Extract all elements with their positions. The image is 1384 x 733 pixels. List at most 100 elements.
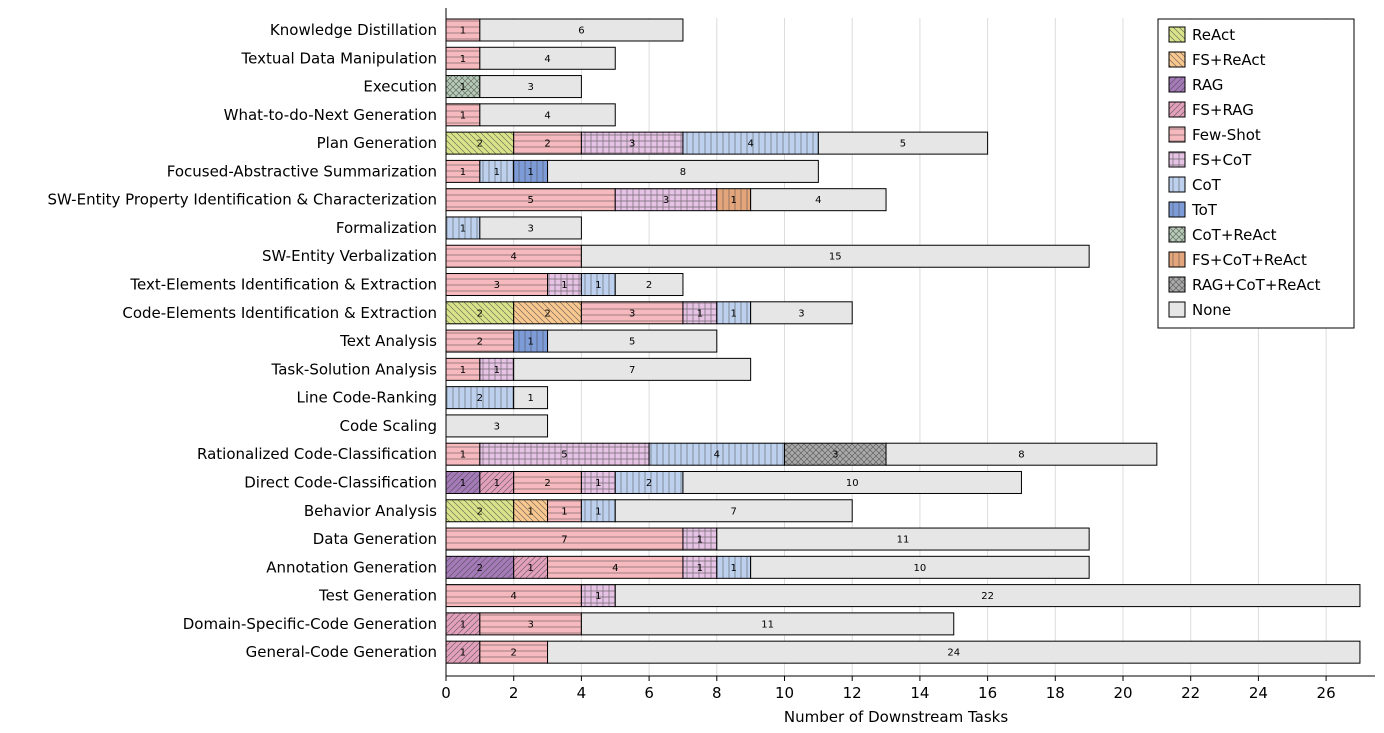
category-label-annotation-generation: Annotation Generation [266, 558, 437, 576]
data-label: 1 [494, 478, 500, 489]
data-label: 2 [646, 478, 652, 489]
legend-label-fs-cot: FS+CoT [1192, 151, 1252, 169]
x-tick-label: 6 [644, 684, 654, 702]
data-label: 2 [477, 506, 483, 517]
legend-label-rag-cot-react: RAG+CoT+ReAct [1192, 276, 1321, 294]
legend-swatch-fs-rag [1168, 101, 1186, 118]
data-label: 11 [761, 619, 774, 630]
bar-text-elements-identification-extraction-none [614, 273, 684, 297]
data-label: 2 [477, 563, 483, 574]
data-label: 1 [460, 167, 466, 178]
bar-code-elements-identification-extraction-none [750, 301, 853, 325]
bar-annotation-generation-none [750, 555, 1090, 579]
data-label: 2 [544, 478, 550, 489]
data-label: 1 [494, 365, 500, 376]
bar-line-code-ranking-none [513, 386, 549, 410]
data-label: 1 [731, 563, 737, 574]
category-label-domain-specific-code-generation: Domain-Specific-Code Generation [183, 615, 437, 633]
bar-text-analysis-none [547, 329, 718, 353]
x-tick-label: 12 [843, 684, 862, 702]
legend-label-few-shot: Few-Shot [1192, 126, 1261, 144]
data-label: 1 [595, 506, 601, 517]
data-label: 6 [578, 26, 584, 37]
data-label: 5 [629, 337, 635, 348]
x-tick-label: 24 [1249, 684, 1268, 702]
legend-swatch-rag-cot-react [1168, 276, 1186, 293]
x-tick-label: 2 [509, 684, 519, 702]
data-label: 22 [981, 591, 994, 602]
data-label: 11 [897, 535, 910, 546]
data-label: 1 [494, 167, 500, 178]
category-label-text-analysis: Text Analysis [339, 332, 437, 350]
data-label: 1 [460, 82, 466, 93]
legend-label-react: ReAct [1192, 26, 1235, 44]
bar-focused-abstractive-summarization-none [547, 159, 819, 183]
x-tick-label: 10 [775, 684, 794, 702]
data-label: 4 [714, 450, 720, 461]
bar-task-solution-analysis-none [513, 357, 752, 381]
category-labels: Knowledge Distillation Textual Data Manip… [47, 21, 437, 661]
data-label: 4 [511, 591, 517, 602]
data-label: 1 [527, 506, 533, 517]
data-label: 1 [460, 365, 466, 376]
bar-textual-data-manipulation-none [479, 46, 616, 70]
bar-test-generation-none [614, 584, 1361, 608]
x-tick-label: 14 [910, 684, 929, 702]
category-label-what-to-do-next-generation: What-to-do-Next Generation [224, 106, 437, 124]
x-tick-label: 16 [978, 684, 997, 702]
bar-rationalized-code-classification-none [885, 442, 1158, 466]
data-label: 4 [511, 252, 517, 263]
axes: 0 2 4 6 8 10 12 14 16 18 20 22 24 26 [441, 8, 1375, 702]
data-label: 1 [595, 591, 601, 602]
data-label: 5 [527, 195, 533, 206]
x-axis-label: Number of Downstream Tasks [784, 708, 1008, 726]
legend-label-fs-react: FS+ReAct [1192, 51, 1266, 69]
data-label: 1 [460, 648, 466, 659]
legend-label-none: None [1192, 301, 1231, 319]
legend-label-tot: ToT [1191, 201, 1218, 219]
legend-swatch-none [1168, 301, 1186, 318]
data-label: 10 [846, 478, 859, 489]
bar-general-code-generation-none [547, 640, 1361, 664]
category-label-knowledge-distillation: Knowledge Distillation [270, 21, 437, 39]
x-tick-label: 18 [1046, 684, 1065, 702]
legend-swatch-cot [1168, 176, 1186, 193]
data-label: 3 [494, 280, 500, 291]
bar-sw-entity-verbalization-none [580, 244, 1090, 268]
legend-box [1157, 18, 1355, 329]
data-label: 7 [629, 365, 635, 376]
category-label-direct-code-classification: Direct Code-Classification [244, 473, 437, 491]
data-label: 1 [731, 195, 737, 206]
category-label-sw-entity-verbalization: SW-Entity Verbalization [262, 247, 437, 265]
data-label: 3 [527, 223, 533, 234]
bar-domain-specific-code-generation-none [580, 612, 955, 636]
data-label: 4 [747, 139, 753, 150]
data-label: 3 [494, 421, 500, 432]
data-label: 2 [477, 393, 483, 404]
category-label-behavior-analysis: Behavior Analysis [304, 502, 437, 520]
data-label: 10 [914, 563, 927, 574]
category-label-plan-generation: Plan Generation [317, 134, 437, 152]
data-label: 2 [477, 308, 483, 319]
legend: ReAct FS+ReAct RAG FS+RAG Few-Shot FS+CoT CoT T… [1157, 18, 1355, 329]
bar-what-to-do-next-generation-none [479, 103, 616, 127]
data-label: 1 [527, 563, 533, 574]
data-label: 1 [460, 54, 466, 65]
x-tick-label: 20 [1113, 684, 1132, 702]
category-label-formalization: Formalization [336, 219, 437, 237]
data-label: 1 [697, 563, 703, 574]
data-label: 1 [697, 308, 703, 319]
data-label: 5 [561, 450, 567, 461]
data-label: 3 [527, 619, 533, 630]
bars: 1 61 41 31 42 2 3 4 51 1 1 85 3 1 41 34 153 1 1 22 2 3 1 1 32 1 51… [445, 18, 1361, 664]
bar-knowledge-distillation-none [479, 18, 684, 42]
bar-execution-none [479, 75, 582, 99]
bar-direct-code-classification-none [682, 470, 1022, 494]
x-tick-label: 0 [441, 684, 451, 702]
data-label: 2 [646, 280, 652, 291]
data-label: 1 [527, 393, 533, 404]
data-label: 1 [595, 280, 601, 291]
category-label-line-code-ranking: Line Code-Ranking [296, 389, 437, 407]
